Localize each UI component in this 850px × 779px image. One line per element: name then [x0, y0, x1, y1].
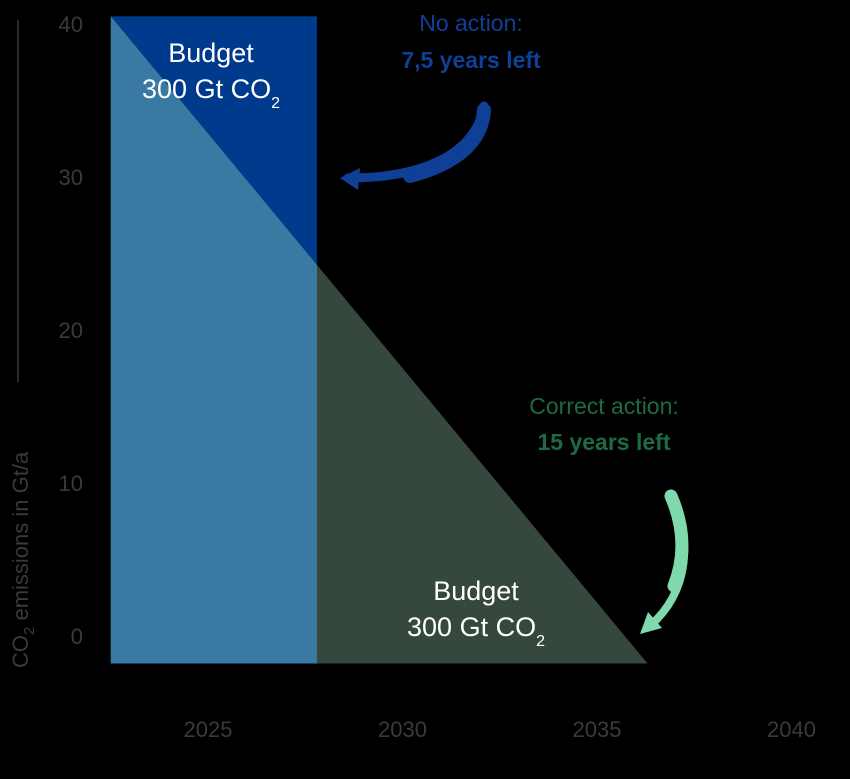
- correct-action-label: Correct action:: [529, 393, 679, 419]
- budget-bottom-line2: 300 Gt CO2: [407, 612, 545, 650]
- correct-action-value: 15 years left: [538, 429, 671, 455]
- x-tick-labels: 2025 2030 2035 2040: [184, 717, 816, 742]
- x-tick-label: 2040: [767, 717, 816, 742]
- y-tick-label: 30: [59, 165, 83, 190]
- correct-action-arrow: [640, 489, 689, 634]
- budget-top-line2-pre: 300 Gt CO: [142, 74, 271, 104]
- no-action-arrow: [340, 101, 491, 190]
- budget-bottom-line2-sub: 2: [536, 633, 545, 650]
- budget-top-line1: Budget: [168, 38, 254, 68]
- y-axis-label-post: emissions in Gt/a: [8, 451, 33, 627]
- y-axis-label: CO2 emissions in Gt/a: [8, 451, 38, 668]
- y-tick-labels: 0 10 20 30 40: [59, 12, 83, 649]
- budget-bottom-line1: Budget: [433, 576, 519, 606]
- x-tick-label: 2025: [184, 717, 233, 742]
- y-axis-label-pre: CO: [8, 635, 33, 668]
- y-tick-label: 20: [59, 318, 83, 343]
- x-tick-label: 2035: [573, 717, 622, 742]
- y-tick-label: 10: [59, 471, 83, 496]
- budget-bottom-line2-pre: 300 Gt CO: [407, 612, 536, 642]
- no-action-value: 7,5 years left: [401, 47, 541, 73]
- y-tick-label: 0: [71, 624, 83, 649]
- y-tick-label: 40: [59, 12, 83, 37]
- y-axis-label-sub: 2: [21, 627, 38, 635]
- budget-top-line2: 300 Gt CO2: [142, 74, 280, 112]
- budget-top-line2-sub: 2: [271, 95, 280, 112]
- x-tick-label: 2030: [378, 717, 427, 742]
- no-action-label: No action:: [419, 10, 523, 36]
